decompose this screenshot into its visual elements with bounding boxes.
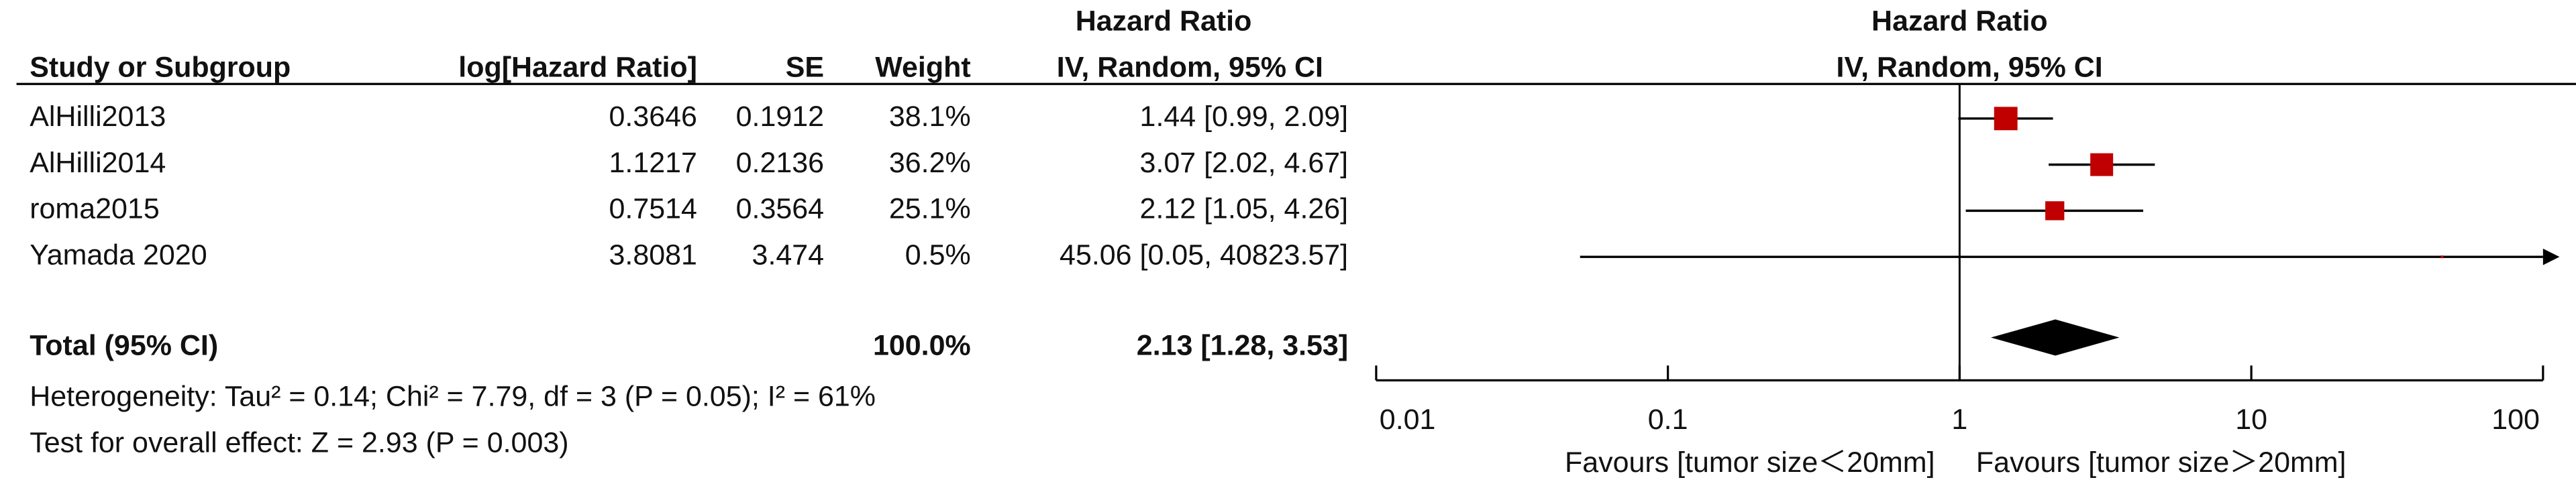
column-header: log[Hazard Ratio] xyxy=(458,52,697,84)
log-hr: 0.3646 xyxy=(609,101,697,133)
overall-effect: Test for overall effect: Z = 2.93 (P = 0… xyxy=(30,427,568,459)
estimate: 1.44 [0.99, 2.09] xyxy=(1140,101,1349,133)
total-label: Total (95% CI) xyxy=(30,330,218,362)
se: 0.3564 xyxy=(736,193,824,225)
log-hr: 0.7514 xyxy=(609,193,697,225)
total-diamond xyxy=(1990,319,2120,356)
se: 0.2136 xyxy=(736,147,824,179)
study-name: AlHilli2013 xyxy=(30,101,166,133)
study-name: AlHilli2014 xyxy=(30,147,166,179)
total-weight: 100.0% xyxy=(873,330,971,362)
plot-header: IV, Random, 95% CI xyxy=(1837,52,2103,84)
study-marker xyxy=(2440,255,2444,259)
study-marker xyxy=(2090,153,2114,176)
study-marker xyxy=(2045,201,2065,221)
total-estimate: 2.13 [1.28, 3.53] xyxy=(1137,330,1348,362)
plot-header: Hazard Ratio xyxy=(1871,5,2048,38)
x-tick-label: 0.01 xyxy=(1380,404,1436,436)
estimate: 2.12 [1.05, 4.26] xyxy=(1140,193,1349,225)
ci-arrow xyxy=(2542,248,2560,265)
se: 0.1912 xyxy=(736,101,824,133)
study-marker xyxy=(1994,107,2018,131)
weight: 36.2% xyxy=(889,147,971,179)
x-tick-label: 100 xyxy=(2491,404,2540,436)
log-hr: 3.8081 xyxy=(609,239,697,271)
column-header: Weight xyxy=(875,52,970,84)
weight: 25.1% xyxy=(889,193,971,225)
column-header: Study or Subgroup xyxy=(30,52,291,84)
weight: 0.5% xyxy=(905,239,971,271)
x-tick-label: 10 xyxy=(2235,404,2267,436)
x-tick-label: 1 xyxy=(1951,404,1967,436)
column-header: Hazard Ratio xyxy=(1076,5,1252,38)
x-label-left: Favours [tumor size＜20mm] xyxy=(1565,446,1935,479)
x-label-right: Favours [tumor size＞20mm] xyxy=(1976,446,2347,479)
x-tick-label: 0.1 xyxy=(1648,404,1688,436)
weight: 38.1% xyxy=(889,101,971,133)
log-hr: 1.1217 xyxy=(609,147,697,179)
column-header: IV, Random, 95% CI xyxy=(1057,52,1323,84)
se: 3.474 xyxy=(752,239,825,271)
study-name: roma2015 xyxy=(30,193,159,225)
column-header: SE xyxy=(786,52,824,84)
study-name: Yamada 2020 xyxy=(30,239,207,271)
estimate: 45.06 [0.05, 40823.57] xyxy=(1060,239,1348,271)
estimate: 3.07 [2.02, 4.67] xyxy=(1140,147,1349,179)
heterogeneity: Heterogeneity: Tau² = 0.14; Chi² = 7.79,… xyxy=(30,381,876,413)
